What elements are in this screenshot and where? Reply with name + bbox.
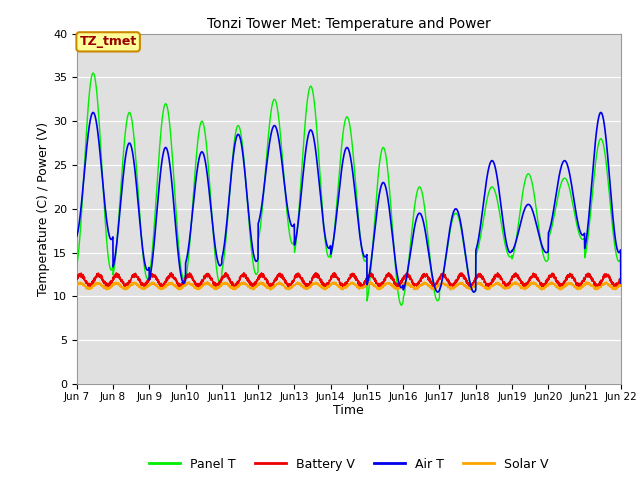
Text: TZ_tmet: TZ_tmet bbox=[79, 36, 137, 48]
Title: Tonzi Tower Met: Temperature and Power: Tonzi Tower Met: Temperature and Power bbox=[207, 17, 491, 31]
Legend: Panel T, Battery V, Air T, Solar V: Panel T, Battery V, Air T, Solar V bbox=[144, 453, 554, 476]
Y-axis label: Temperature (C) / Power (V): Temperature (C) / Power (V) bbox=[37, 122, 50, 296]
X-axis label: Time: Time bbox=[333, 405, 364, 418]
